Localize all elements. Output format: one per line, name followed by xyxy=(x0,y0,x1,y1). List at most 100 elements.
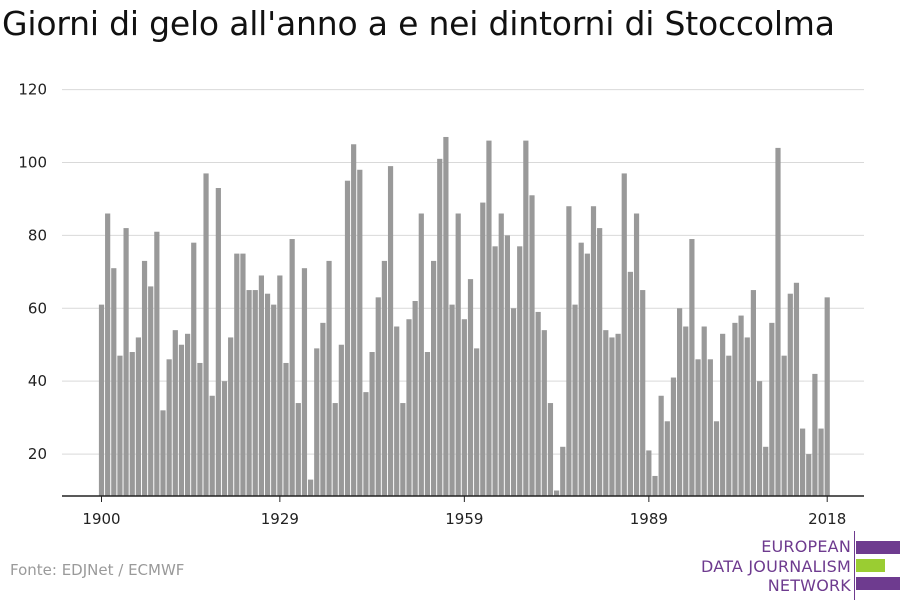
bar-1936 xyxy=(320,322,326,496)
bar-1971 xyxy=(535,311,541,496)
x-tick-label: 1959 xyxy=(445,510,483,528)
bar-1989 xyxy=(646,450,652,496)
bar-1979 xyxy=(584,253,590,496)
bar-1947 xyxy=(387,166,394,496)
bar-1901 xyxy=(105,213,111,496)
bar-1932 xyxy=(295,403,301,496)
bar-1900 xyxy=(98,304,105,496)
logo-line-network: NETWORK xyxy=(767,576,851,595)
x-tick-label: 1900 xyxy=(82,510,120,528)
bar-2012 xyxy=(787,293,793,496)
bar-1915 xyxy=(191,242,197,496)
bar-2018 xyxy=(824,297,830,496)
bar-1982 xyxy=(603,330,609,496)
bar-1914 xyxy=(185,333,191,496)
bar-1970 xyxy=(529,195,535,497)
bar-1910 xyxy=(160,410,166,496)
bars xyxy=(98,136,830,497)
bar-1960 xyxy=(467,279,474,496)
bar-1930 xyxy=(283,362,289,496)
bar-1969 xyxy=(523,140,529,497)
bar-1954 xyxy=(431,260,437,496)
bar-1963 xyxy=(486,140,492,497)
bar-1990 xyxy=(652,475,658,496)
bar-1946 xyxy=(381,260,387,496)
bar-1987 xyxy=(633,213,640,496)
y-tick-label: 60 xyxy=(28,299,47,317)
bar-1949 xyxy=(400,403,406,496)
bar-1921 xyxy=(228,337,234,496)
bar-1925 xyxy=(252,290,258,496)
bar-1984 xyxy=(615,333,621,496)
bar-1903 xyxy=(117,355,123,496)
bar-1944 xyxy=(369,352,375,496)
bar-1941 xyxy=(351,144,357,496)
bar-1976 xyxy=(566,206,572,496)
bar-1945 xyxy=(375,297,381,496)
bar-1928 xyxy=(271,304,277,496)
bar-1924 xyxy=(246,290,252,496)
logo-wordmark: EUROPEAN DATA JOURNALISM NETWORK xyxy=(701,537,851,596)
bar-1943 xyxy=(363,392,369,496)
bar-2006 xyxy=(750,290,756,496)
bar-2017 xyxy=(818,428,824,496)
bar-2000 xyxy=(713,421,720,496)
bar-1966 xyxy=(504,235,510,496)
bar-1972 xyxy=(541,330,547,496)
bar-1922 xyxy=(234,253,240,496)
bar-1913 xyxy=(178,344,185,496)
bar-1980 xyxy=(590,206,597,496)
bar-1995 xyxy=(683,326,689,496)
logo-divider xyxy=(854,531,855,600)
bar-1905 xyxy=(129,352,135,496)
bar-1935 xyxy=(314,348,320,496)
bar-1964 xyxy=(492,246,498,496)
bar-1998 xyxy=(701,326,707,496)
bar-1955 xyxy=(437,158,443,496)
bar-1967 xyxy=(510,308,517,496)
bar-1906 xyxy=(135,337,141,496)
bar-2003 xyxy=(732,322,738,496)
bar-1977 xyxy=(572,304,578,496)
bar-2009 xyxy=(769,322,775,496)
bar-2007 xyxy=(756,381,763,496)
edjnet-logo: EUROPEAN DATA JOURNALISM NETWORK xyxy=(700,531,900,600)
bar-1988 xyxy=(640,290,646,496)
bar-1950 xyxy=(406,319,412,496)
bar-1983 xyxy=(609,337,615,496)
logo-bar-purple-bottom xyxy=(856,577,900,590)
bar-1931 xyxy=(289,239,295,496)
bar-1965 xyxy=(498,213,504,496)
bar-2013 xyxy=(793,282,800,496)
y-tick-label: 80 xyxy=(28,226,47,244)
bar-1940 xyxy=(344,180,351,496)
y-tick-label: 120 xyxy=(18,81,47,99)
bar-1926 xyxy=(258,275,264,496)
bar-1909 xyxy=(154,231,160,497)
bar-2015 xyxy=(806,454,812,496)
bar-1908 xyxy=(148,286,154,496)
x-tick-label: 1929 xyxy=(261,510,299,528)
y-tick-label: 20 xyxy=(28,445,47,463)
x-axis-ticks: 1900 1929 1959 1989 2018 xyxy=(82,496,846,528)
bar-1904 xyxy=(123,228,129,496)
bar-2014 xyxy=(800,428,806,496)
bar-1911 xyxy=(166,359,172,496)
bar-1916 xyxy=(197,362,203,496)
logo-line-european: EUROPEAN xyxy=(761,537,851,556)
bar-1975 xyxy=(560,446,566,496)
bar-1992 xyxy=(664,421,670,496)
bar-1934 xyxy=(308,479,314,496)
bar-1986 xyxy=(627,271,633,496)
bar-1978 xyxy=(578,242,584,496)
bar-1968 xyxy=(517,246,523,496)
bar-1962 xyxy=(480,202,486,496)
bar-2011 xyxy=(781,355,787,496)
bar-1958 xyxy=(455,213,461,496)
bar-1927 xyxy=(264,293,271,496)
bar-1902 xyxy=(111,268,117,496)
bar-1973 xyxy=(547,403,554,496)
bar-1937 xyxy=(326,260,332,496)
bar-2001 xyxy=(720,333,726,496)
